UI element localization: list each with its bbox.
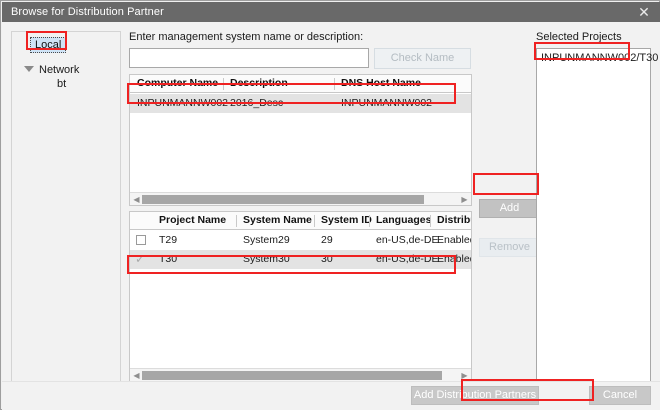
triangle-down-icon[interactable] — [24, 66, 34, 72]
dialog-body: Local Network bt Enter management system… — [2, 22, 660, 410]
cell-distribution: Enabled — [437, 234, 472, 246]
projects-table-hscrollbar[interactable]: ◀ ▶ — [130, 368, 471, 381]
column-header-system-id[interactable]: System ID — [321, 214, 372, 226]
scrollbar-thumb[interactable] — [142, 195, 424, 204]
window-title: Browse for Distribution Partner — [11, 6, 164, 18]
scrollbar-thumb[interactable] — [142, 371, 442, 380]
list-item[interactable]: INPUNMANNW002/T30 — [541, 52, 659, 64]
cell-system-id: 30 — [321, 253, 333, 265]
projects-table-header: Project Name System Name System ID Langu… — [130, 212, 471, 230]
add-distribution-partners-button[interactable]: Add Distribution Partners — [411, 386, 539, 405]
cell-distribution: Enabled — [437, 253, 472, 265]
row-checkmark-icon[interactable]: ✓ — [135, 252, 146, 266]
cell-project-name: T30 — [159, 253, 178, 265]
search-label: Enter management system name or descript… — [129, 31, 364, 43]
column-header-description[interactable]: Description — [230, 77, 288, 89]
cell-languages: en-US,de-DE — [376, 253, 439, 265]
column-divider[interactable] — [430, 215, 431, 227]
transfer-buttons: Add Remove — [479, 31, 540, 382]
title-bar: Browse for Distribution Partner ✕ — [2, 2, 660, 22]
cell-project-name: T29 — [159, 234, 178, 246]
table-row[interactable]: ✓ T30 System30 30 en-US,de-DE Enabled — [130, 250, 471, 269]
column-divider[interactable] — [314, 215, 315, 227]
column-divider[interactable] — [369, 215, 370, 227]
column-header-system-name[interactable]: System Name — [243, 214, 312, 226]
tree-item-local[interactable]: Local — [30, 37, 67, 53]
column-header-distribution[interactable]: Distribution — [437, 214, 471, 226]
footer-bar: Add Distribution Partners Cancel — [2, 381, 660, 410]
cell-description: 2016_Desc — [230, 97, 284, 109]
add-button[interactable]: Add — [479, 199, 540, 218]
column-header-dns-host-name[interactable]: DNS Host Name — [341, 77, 421, 89]
table-row[interactable]: T29 System29 29 en-US,de-DE Enabled — [130, 231, 471, 250]
cell-computer-name: INPUNMANNW002 — [137, 97, 229, 109]
selected-projects-label: Selected Projects — [536, 31, 622, 43]
remove-button[interactable]: Remove — [479, 238, 540, 257]
cell-languages: en-US,de-DE — [376, 234, 439, 246]
tree-item-local-wrapper: Local — [30, 37, 67, 53]
column-header-computer-name[interactable]: Computer Name — [137, 77, 219, 89]
cell-system-id: 29 — [321, 234, 333, 246]
projects-table: Project Name System Name System ID Langu… — [129, 211, 472, 382]
close-icon[interactable]: ✕ — [638, 4, 650, 20]
center-column: Enter management system name or descript… — [129, 31, 472, 382]
cell-system-name: System29 — [243, 234, 290, 246]
row-checkbox[interactable] — [136, 235, 146, 245]
computers-table: Computer Name Description DNS Host Name … — [129, 74, 472, 206]
scroll-right-icon[interactable]: ▶ — [461, 195, 468, 204]
location-tree-panel: Local Network bt — [11, 31, 121, 382]
column-header-languages[interactable]: Languages — [376, 214, 432, 226]
selected-projects-list[interactable]: INPUNMANNW002/T30 — [536, 48, 658, 382]
tree-item-network[interactable]: Network — [39, 64, 80, 76]
cell-system-name: System30 — [243, 253, 290, 265]
scroll-left-icon[interactable]: ◀ — [133, 195, 140, 204]
column-header-project-name[interactable]: Project Name — [159, 214, 227, 226]
column-divider[interactable] — [334, 78, 335, 90]
tree-item-bt[interactable]: bt — [57, 78, 67, 90]
column-divider[interactable] — [236, 215, 237, 227]
column-divider[interactable] — [223, 78, 224, 90]
cancel-button[interactable]: Cancel — [589, 386, 651, 405]
cell-dns-host-name: INPUNMANNW002 — [341, 97, 433, 109]
table-row[interactable]: INPUNMANNW002 2016_Desc INPUNMANNW002 — [130, 94, 471, 113]
search-input[interactable] — [129, 48, 369, 68]
scroll-left-icon[interactable]: ◀ — [133, 371, 140, 380]
scroll-right-icon[interactable]: ▶ — [461, 371, 468, 380]
check-name-button[interactable]: Check Name — [374, 48, 471, 69]
computers-table-header: Computer Name Description DNS Host Name — [130, 75, 471, 93]
computers-table-hscrollbar[interactable]: ◀ ▶ — [130, 192, 471, 205]
